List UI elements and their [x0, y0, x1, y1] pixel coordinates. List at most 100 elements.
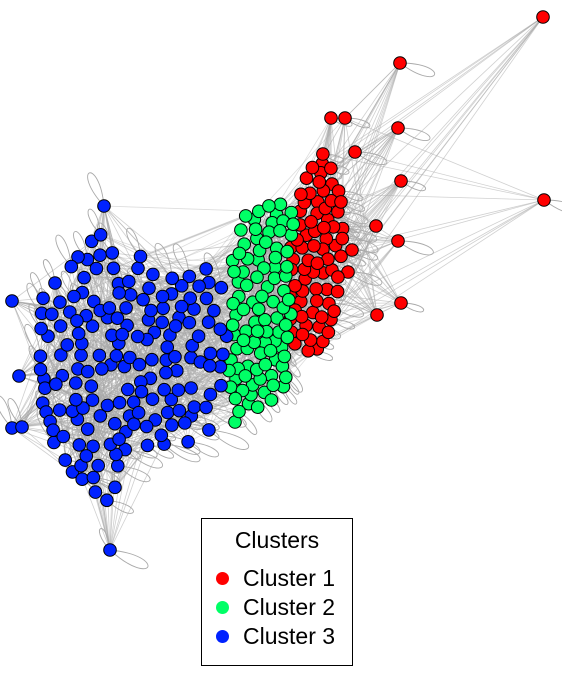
legend-label-cluster-1: Cluster 1: [243, 564, 336, 591]
node-cluster-3: [93, 228, 108, 242]
node-cluster-3: [56, 429, 71, 444]
node-cluster-3: [203, 346, 218, 361]
node-cluster-3: [109, 349, 124, 363]
node-cluster-3: [108, 416, 122, 431]
node-cluster-1: [312, 175, 327, 189]
node-cluster-1: [334, 249, 348, 264]
node-cluster-3: [33, 362, 48, 377]
node-cluster-2: [250, 400, 265, 415]
legend-marker-cluster-1: [216, 571, 229, 585]
node-cluster-3: [88, 485, 103, 499]
node-cluster-2: [250, 270, 264, 285]
node-cluster-3: [112, 286, 126, 300]
node-cluster-3: [92, 348, 107, 363]
node-cluster-2: [239, 278, 254, 293]
node-cluster-3: [187, 400, 201, 414]
node-cluster-3: [48, 276, 62, 290]
node-cluster-2: [234, 223, 248, 237]
node-cluster-3: [108, 480, 122, 495]
node-cluster-3: [182, 269, 197, 284]
node-cluster-3: [71, 250, 85, 264]
node-cluster-3: [160, 340, 174, 355]
node-cluster-3: [213, 322, 228, 337]
node-cluster-3: [112, 395, 127, 410]
legend-marker-cluster-3: [216, 629, 229, 643]
node-cluster-3: [63, 305, 77, 319]
node-cluster-3: [60, 338, 74, 352]
node-cluster-3: [5, 294, 19, 308]
node-cluster-3: [174, 279, 189, 293]
node-cluster-2: [280, 330, 295, 345]
node-cluster-3: [142, 281, 156, 296]
node-cluster-3: [165, 418, 179, 432]
node-cluster-2: [236, 302, 251, 317]
node-cluster-3: [174, 299, 189, 314]
node-cluster-3: [100, 398, 115, 413]
node-cluster-1: [348, 145, 362, 159]
node-cluster-3: [122, 274, 136, 289]
node-cluster-2: [266, 378, 281, 393]
node-cluster-3: [93, 248, 107, 262]
node-cluster-2: [238, 209, 253, 223]
node-cluster-2: [267, 271, 282, 286]
node-cluster-2: [225, 318, 240, 333]
node-cluster-3: [58, 453, 72, 467]
node-cluster-3: [34, 321, 48, 336]
node-cluster-3: [182, 315, 197, 330]
node-cluster-3: [15, 420, 29, 434]
node-cluster-3: [119, 301, 133, 315]
node-cluster-3: [52, 403, 67, 417]
node-cluster-3: [133, 249, 148, 264]
node-cluster-3: [199, 262, 213, 276]
node-cluster-2: [228, 391, 243, 406]
node-cluster-3: [131, 405, 146, 420]
node-cluster-3: [110, 311, 125, 326]
node-cluster-2: [263, 343, 278, 358]
node-cluster-2: [226, 296, 240, 311]
node-layer: [5, 10, 551, 557]
node-cluster-2: [281, 292, 296, 307]
node-cluster-3: [33, 349, 48, 364]
node-cluster-3: [214, 280, 229, 295]
node-cluster-1: [345, 243, 359, 257]
node-cluster-1: [369, 219, 383, 233]
node-cluster-2: [258, 357, 273, 372]
node-cluster-3: [91, 458, 105, 473]
node-cluster-2: [277, 349, 292, 364]
node-cluster-3: [85, 393, 100, 407]
node-cluster-3: [85, 319, 100, 334]
node-cluster-1: [391, 234, 405, 248]
node-cluster-2: [273, 224, 287, 238]
node-cluster-3: [192, 279, 206, 294]
node-cluster-1: [338, 111, 352, 125]
node-cluster-3: [144, 303, 158, 318]
node-cluster-2: [257, 261, 271, 275]
legend-entry-cluster-2: Cluster 2: [216, 593, 335, 621]
node-cluster-1: [330, 284, 345, 299]
node-cluster-1: [391, 121, 405, 135]
node-cluster-3: [165, 271, 179, 286]
node-cluster-3: [202, 423, 216, 437]
node-cluster-2: [248, 222, 263, 236]
node-cluster-1: [310, 294, 324, 308]
node-cluster-1: [394, 174, 408, 188]
node-cluster-2: [264, 393, 279, 407]
node-cluster-3: [86, 470, 101, 485]
node-cluster-3: [199, 291, 214, 306]
node-cluster-3: [106, 261, 121, 276]
node-cluster-3: [172, 403, 187, 418]
node-cluster-1: [309, 282, 323, 296]
node-cluster-3: [171, 383, 186, 397]
node-cluster-3: [53, 319, 68, 333]
legend-entry-cluster-3: Cluster 3: [216, 622, 335, 650]
node-cluster-3: [123, 288, 138, 302]
node-cluster-1: [316, 147, 330, 161]
legend-title: Clusters: [234, 527, 320, 553]
node-cluster-3: [84, 379, 99, 394]
legend-marker-cluster-2: [216, 600, 229, 614]
node-cluster-3: [64, 259, 79, 274]
node-cluster-3: [164, 392, 179, 407]
node-cluster-3: [157, 382, 171, 397]
node-cluster-3: [154, 428, 169, 443]
